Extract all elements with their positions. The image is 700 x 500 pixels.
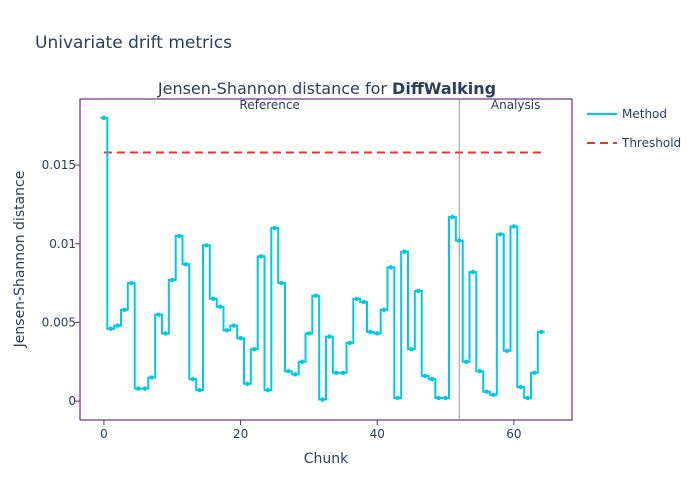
x-tick-label: 0 (100, 427, 108, 441)
method-point (443, 395, 448, 401)
method-series-line (100, 116, 545, 401)
method-point (238, 335, 243, 341)
method-point (539, 329, 544, 335)
method-point (395, 395, 400, 401)
method-point (340, 370, 346, 375)
method-point (436, 395, 441, 401)
method-point (183, 262, 189, 267)
method-point (511, 224, 517, 229)
method-point (245, 381, 250, 387)
method-point (313, 293, 318, 298)
x-tick-label: 60 (506, 427, 521, 441)
method-point (306, 331, 312, 336)
method-point (457, 238, 462, 243)
method-point (258, 254, 264, 259)
method-point (204, 243, 209, 248)
method-point (265, 387, 271, 393)
method-point (101, 115, 107, 121)
legend-threshold-label: Threshold (621, 136, 681, 150)
method-point (163, 331, 168, 336)
analysis-label: Analysis (491, 98, 540, 112)
method-point (217, 304, 223, 309)
method-point (429, 376, 435, 382)
legend-method-label: Method (622, 107, 667, 121)
method-point (504, 348, 510, 353)
method-point (498, 232, 503, 237)
method-point (388, 265, 394, 270)
method-point (252, 346, 257, 352)
method-point (272, 225, 277, 231)
method-point (368, 329, 373, 335)
method-point (149, 375, 154, 380)
method-point (381, 307, 387, 313)
method-point (135, 386, 141, 391)
method-point (525, 395, 530, 401)
x-tick-label: 20 (233, 427, 248, 441)
y-tick-label: 0 (68, 394, 76, 408)
method-point (484, 389, 489, 394)
method-point (286, 369, 291, 374)
method-point (231, 323, 236, 328)
chart-title: Jensen-Shannon distance for DiffWalking (157, 79, 496, 98)
y-tick-label: 0.005 (42, 315, 76, 329)
method-point (409, 346, 414, 352)
method-point (299, 359, 305, 364)
method-point (477, 369, 482, 374)
method-point (211, 296, 216, 302)
x-axis-title: Chunk (304, 451, 349, 467)
plot-frame (79, 98, 573, 421)
method-point (375, 331, 380, 336)
x-tick-label: 40 (370, 427, 385, 441)
chart-title-prefix: Jensen-Shannon distance for (157, 79, 392, 98)
method-point (170, 277, 175, 283)
method-point (361, 299, 366, 305)
page-title: Univariate drift metrics (35, 33, 232, 53)
method-point (347, 340, 353, 346)
method-point (320, 397, 325, 402)
method-point (416, 288, 421, 294)
method-point (122, 307, 127, 313)
y-tick-label: 0.015 (42, 158, 76, 172)
y-tick-label: 0.01 (49, 237, 76, 251)
method-point (532, 370, 537, 375)
method-point (129, 280, 134, 286)
chart-title-feature: DiffWalking (392, 79, 496, 98)
method-point (463, 359, 469, 364)
method-point (491, 392, 496, 398)
y-axis-title: Jensen-Shannon distance (12, 171, 28, 349)
method-point (279, 280, 284, 286)
method-point (327, 334, 332, 339)
method-point (108, 326, 113, 331)
method-point (115, 323, 120, 328)
method-point (354, 296, 359, 302)
method-point (334, 370, 339, 375)
method-point (518, 384, 523, 390)
method-point (197, 387, 202, 393)
method-point (190, 376, 195, 382)
method-point (142, 386, 148, 391)
method-point (450, 214, 455, 220)
method-point (402, 249, 407, 254)
method-point (422, 373, 428, 379)
method-point (293, 372, 298, 377)
method-point (224, 328, 230, 333)
method-point (470, 269, 476, 275)
method-point (176, 233, 182, 239)
method-point (156, 312, 161, 317)
reference-label: Reference (239, 98, 299, 112)
